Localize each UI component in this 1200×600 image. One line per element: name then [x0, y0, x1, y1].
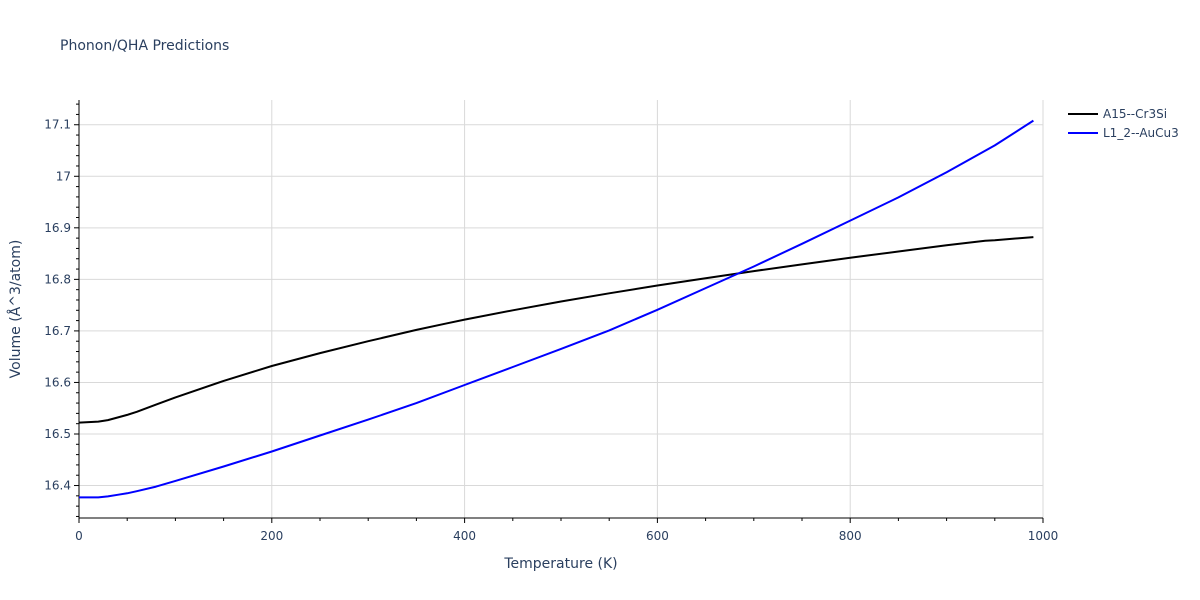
x-tick-label: 800: [839, 529, 862, 543]
x-axis-title: Temperature (K): [503, 556, 617, 572]
y-axis-title: Volume (Å^3/atom): [7, 240, 24, 379]
y-tick-label: 16.6: [44, 375, 71, 389]
y-tick-label: 17: [56, 169, 71, 183]
x-tick-label: 400: [453, 529, 476, 543]
series-line-1: [78, 236, 1034, 424]
legend[interactable]: A15--Cr3Si L1_2--AuCu3: [1068, 107, 1179, 140]
chart-title: Phonon/QHA Predictions: [60, 38, 229, 54]
series-line-2: [79, 119, 1034, 499]
legend-item[interactable]: A15--Cr3Si: [1068, 107, 1167, 121]
y-tick-label: 16.9: [44, 221, 71, 235]
y-tick-label: 17.1: [44, 118, 71, 132]
grid-layer: [79, 100, 1044, 518]
x-tick-label: 600: [646, 529, 669, 543]
legend-label: A15--Cr3Si: [1103, 107, 1167, 121]
y-tick-label: 16.7: [44, 324, 71, 338]
axes: 0 200 400 600 800 1000 16.4 16.5 16.6 16.7 16.8 16.…: [44, 100, 1058, 543]
legend-label: L1_2--AuCu3: [1103, 126, 1179, 140]
y-tick-label: 16.8: [44, 272, 71, 286]
series-layer: [78, 119, 1034, 499]
x-tick-label: 1000: [1028, 529, 1059, 543]
x-tick-label: 200: [260, 529, 283, 543]
y-tick-label: 16.4: [44, 479, 71, 493]
legend-item[interactable]: L1_2--AuCu3: [1068, 126, 1179, 140]
x-tick-label: 0: [75, 529, 83, 543]
y-tick-label: 16.5: [44, 427, 71, 441]
